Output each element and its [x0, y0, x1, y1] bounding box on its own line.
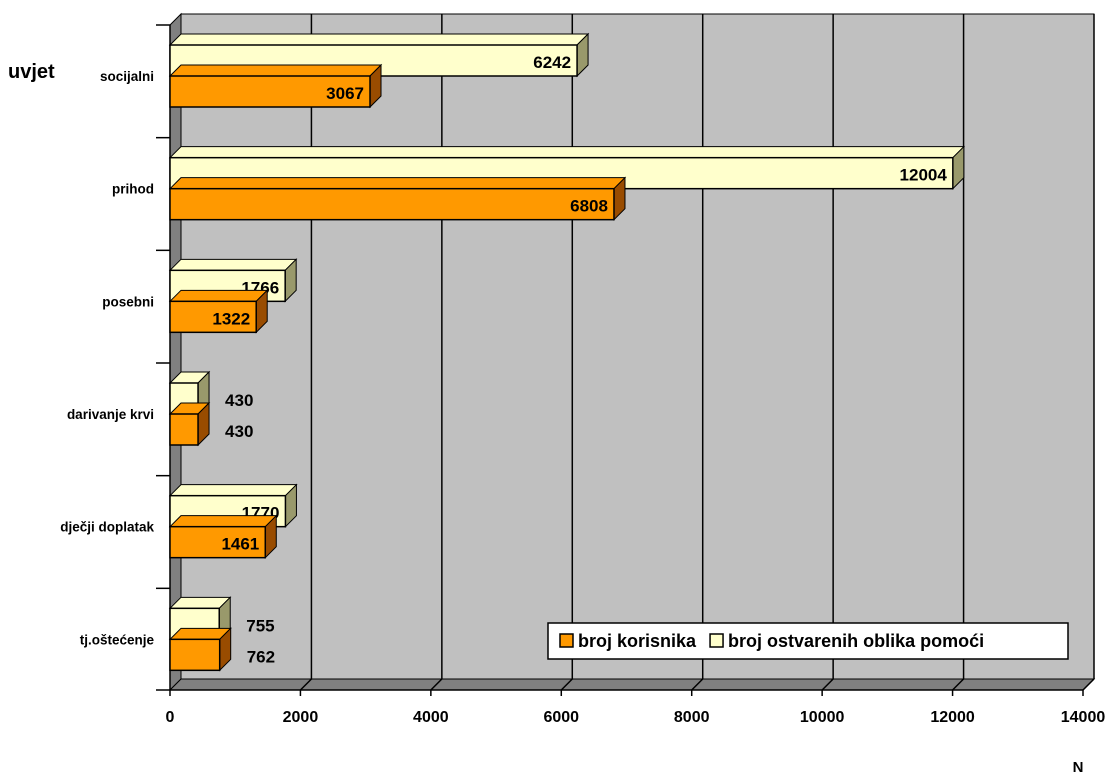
gridline-floor-8000 — [691, 678, 704, 691]
gridline-floor-6000 — [560, 678, 573, 691]
bar-posebni-broj-korisnika — [169, 300, 257, 334]
data-label-darivanje-krvi-broj-korisnika: 430 — [225, 422, 253, 441]
x-axis-title: N — [1073, 759, 1084, 773]
plot-side-wall — [169, 12, 182, 692]
data-label-djecji-doplatak-broj-korisnika: 1461 — [221, 535, 259, 554]
data-label-prihod-broj-korisnika: 6808 — [570, 197, 608, 216]
bar-prihod-broj-korisnika-top — [168, 177, 627, 190]
data-label-socijalni-broj-ostvarenih-oblika-pomoci: 6242 — [533, 53, 571, 72]
bar-prihod-broj-ostvarenih-oblika-pomoci-top — [168, 146, 966, 159]
x-tick-label-2000: 2000 — [283, 709, 319, 726]
bar-darivanje-krvi-broj-korisnika — [169, 413, 199, 446]
x-tick-label-0: 0 — [166, 709, 175, 726]
bar-prihod-broj-korisnika — [169, 187, 615, 221]
category-label-posebni: posebni — [102, 294, 154, 309]
bar-tj-ostecenje-broj-korisnika — [169, 638, 221, 672]
legend — [547, 622, 1069, 660]
gridline-floor-10000 — [821, 678, 834, 691]
x-tick-label-8000: 8000 — [674, 709, 710, 726]
gridline-floor-4000 — [430, 678, 443, 691]
category-label-socijalni: socijalni — [100, 69, 154, 84]
bar-djecji-doplatak-broj-korisnika-top — [168, 515, 278, 528]
x-tick-label-6000: 6000 — [543, 709, 579, 726]
data-label-prihod-broj-ostvarenih-oblika-pomoci: 12004 — [900, 166, 948, 185]
y-axis-title: uvjet — [8, 61, 55, 83]
data-label-darivanje-krvi-broj-ostvarenih-oblika-pomoci: 430 — [225, 391, 253, 410]
legend-swatch-broj-korisnika — [559, 633, 574, 648]
x-tick-label-12000: 12000 — [930, 709, 975, 726]
category-label-tj-ostecenje: tj.oštećenje — [80, 632, 155, 647]
legend-label-broj-korisnika: broj korisnika — [578, 631, 697, 651]
plot-floor — [168, 678, 1096, 691]
data-label-posebni-broj-korisnika: 1322 — [212, 309, 250, 328]
data-label-tj-ostecenje-broj-korisnika: 762 — [247, 647, 275, 666]
gridline-floor-14000 — [1082, 678, 1095, 691]
x-tick-label-4000: 4000 — [413, 709, 449, 726]
bar-djecji-doplatak-broj-ostvarenih-oblika-pomoci-top — [168, 484, 298, 497]
legend-swatch-broj-ostvarenih-oblika-pomoci — [709, 633, 724, 648]
category-label-prihod: prihod — [112, 182, 154, 197]
data-label-tj-ostecenje-broj-ostvarenih-oblika-pomoci: 755 — [246, 616, 274, 635]
legend-label-broj-ostvarenih-oblika-pomoci: broj ostvarenih oblika pomoći — [728, 631, 984, 651]
x-tick-label-14000: 14000 — [1061, 709, 1106, 726]
gridline-floor-2000 — [299, 678, 312, 691]
plot-wall — [180, 13, 1095, 680]
bar-socijalni-broj-korisnika-top — [168, 64, 383, 77]
bar-socijalni-broj-korisnika — [169, 75, 371, 108]
gridline-floor-12000 — [952, 678, 965, 691]
bar-posebni-broj-korisnika-top — [168, 289, 269, 302]
bar-socijalni-broj-ostvarenih-oblika-pomoci-top — [168, 33, 590, 46]
bar-djecji-doplatak-broj-korisnika — [169, 525, 267, 559]
bar-posebni-broj-ostvarenih-oblika-pomoci-top — [168, 258, 298, 271]
x-tick-label-10000: 10000 — [800, 709, 845, 726]
data-label-socijalni-broj-korisnika: 3067 — [326, 84, 364, 103]
category-label-djecji-doplatak: dječji doplatak — [60, 520, 154, 535]
category-label-darivanje-krvi: darivanje krvi — [67, 407, 154, 422]
